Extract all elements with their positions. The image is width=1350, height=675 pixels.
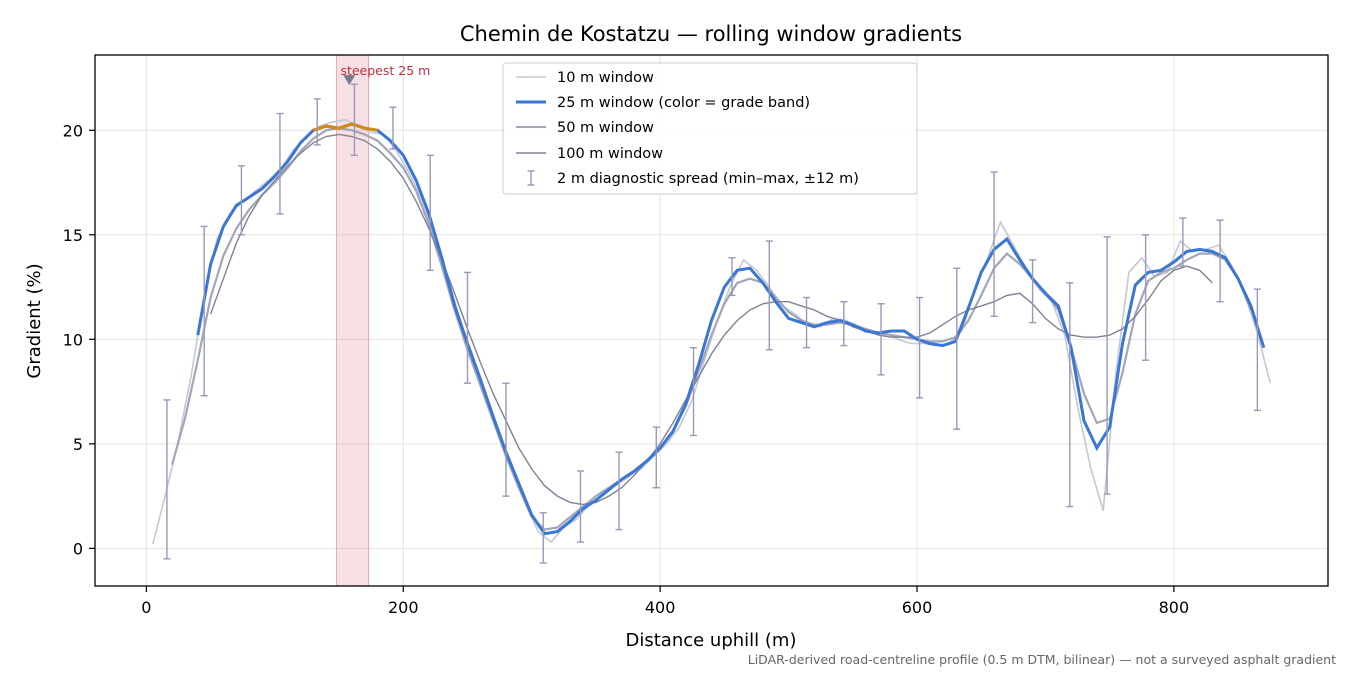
y-tick-label: 10 <box>63 330 83 349</box>
x-tick-label: 0 <box>141 598 151 617</box>
legend-label: 10 m window <box>557 70 654 86</box>
annotation-layer: steepest 25 m <box>340 63 430 86</box>
x-tick-label: 600 <box>902 598 933 617</box>
x-tick-label: 400 <box>645 598 676 617</box>
y-tick-label: 15 <box>63 226 83 245</box>
plot-frame <box>94 54 1329 587</box>
series-100m-line <box>209 133 1213 506</box>
axis-ticks: 0 200 400 600 800 0 5 10 15 20 <box>63 121 1190 617</box>
footnote: LiDAR-derived road-centreline profile (0… <box>748 652 1336 667</box>
x-axis-label: Distance uphill (m) <box>626 630 797 651</box>
y-axis-label: Gradient (%) <box>24 263 45 378</box>
steepest-label: steepest 25 m <box>340 63 430 78</box>
legend-label: 2 m diagnostic spread (min–max, ±12 m) <box>557 171 859 187</box>
steepest-highlight <box>335 54 370 587</box>
steepest-marker-triangle-icon <box>343 75 356 86</box>
diagnostic-error-bars <box>163 83 1261 564</box>
series-25m-grade-band <box>312 122 378 132</box>
legend-box <box>502 62 918 195</box>
steepest-25m-band <box>335 54 370 587</box>
legend-items: 10 m window 25 m window (color = grade ba… <box>516 70 859 187</box>
x-tick-label: 200 <box>388 598 419 617</box>
chart-title: Chemin de Kostatzu — rolling window grad… <box>460 22 962 46</box>
legend-label: 100 m window <box>557 146 663 162</box>
y-tick-label: 20 <box>63 121 83 140</box>
legend-label: 25 m window (color = grade band) <box>557 95 810 111</box>
series-lines <box>152 118 1271 545</box>
y-tick-label: 0 <box>73 539 83 558</box>
legend: 10 m window 25 m window (color = grade ba… <box>502 62 918 195</box>
y-tick-label: 5 <box>73 435 83 454</box>
legend-label: 50 m window <box>557 120 654 136</box>
x-tick-label: 800 <box>1159 598 1190 617</box>
